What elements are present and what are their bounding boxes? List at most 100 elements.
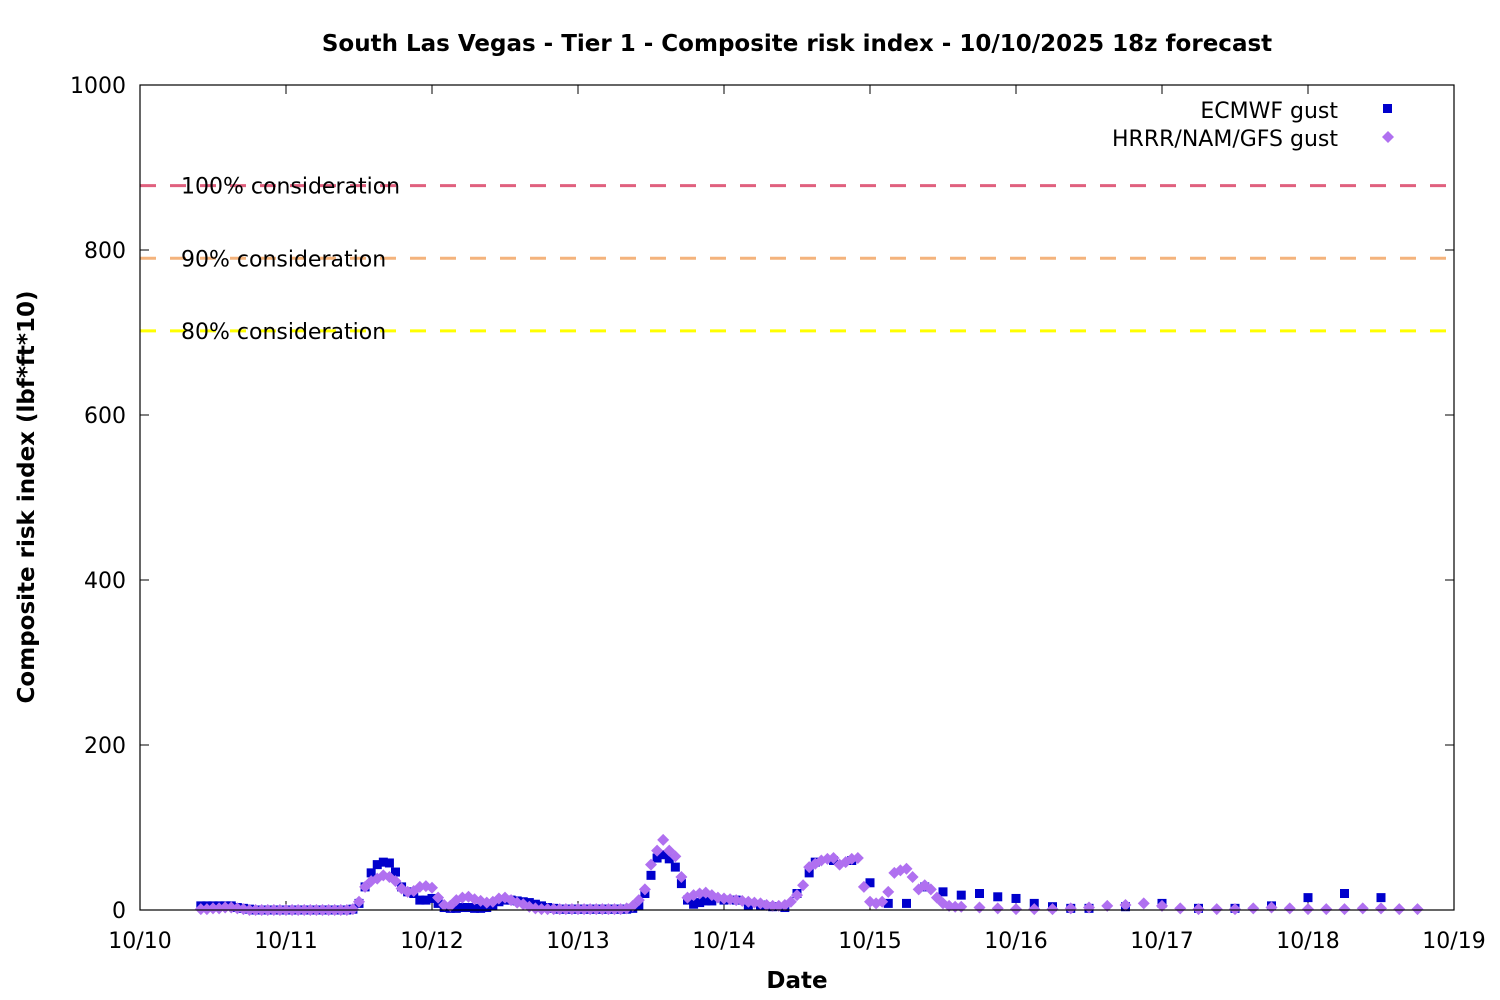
- y-tick-label: 1000: [70, 74, 126, 99]
- hrrr-point: [791, 889, 803, 902]
- ecmwf-point: [646, 870, 656, 880]
- ecmwf-point: [664, 854, 674, 864]
- ecmwf-point: [415, 895, 425, 905]
- hrrr-point: [1192, 903, 1205, 916]
- hrrr-point: [1210, 903, 1223, 916]
- x-axis-title: Date: [766, 968, 827, 994]
- hrrr-point: [207, 902, 219, 915]
- hrrr-point: [657, 833, 670, 846]
- ecmwf-point: [391, 867, 400, 877]
- hrrr-point: [669, 850, 682, 863]
- ecmwf-point: [1011, 893, 1021, 903]
- ecmwf-point: [421, 895, 431, 905]
- hrrr-point: [1338, 903, 1351, 916]
- y-axis-ticks: 0 200 400 600 800 1000: [70, 74, 1454, 924]
- ecmwf-point: [372, 860, 382, 870]
- hrrr-point: [1174, 902, 1187, 915]
- x-tick-label: 10/10: [108, 929, 171, 954]
- hrrr-point: [651, 844, 664, 857]
- hrrr-point: [797, 879, 810, 892]
- threshold-label: 100% consideration: [181, 175, 400, 200]
- hrrr-point: [991, 902, 1004, 915]
- hrrr-point: [608, 903, 621, 916]
- legend: ECMWF gust HRRR/NAM/GFS gust: [1112, 99, 1394, 152]
- hrrr-point: [1156, 899, 1168, 912]
- ecmwf-point: [658, 850, 668, 860]
- hrrr-point: [645, 858, 657, 871]
- plot-frame: [139, 84, 1455, 911]
- ecmwf-point: [938, 887, 948, 897]
- ecmwf-point: [993, 892, 1003, 902]
- threshold-label: 80% consideration: [181, 320, 386, 345]
- hrrr-point: [1229, 903, 1241, 916]
- hrrr-point: [882, 885, 895, 898]
- hrrr-point: [346, 903, 359, 916]
- hrrr-point: [353, 895, 365, 908]
- hrrr-point: [578, 903, 591, 916]
- ecmwf-point: [652, 853, 662, 863]
- chart-title: South Las Vegas - Tier 1 - Composite ris…: [322, 31, 1272, 57]
- ecmwf-point: [470, 903, 480, 913]
- hrrr-point: [1411, 903, 1424, 916]
- hrrr-point: [1302, 903, 1314, 916]
- ecmwf-point: [1303, 893, 1313, 903]
- ecmwf-point: [670, 862, 680, 872]
- x-tick-label: 10/11: [254, 929, 317, 954]
- threshold-lines: 100% consideration 90% consideration 80% c…: [140, 175, 1454, 345]
- ecmwf-point: [427, 893, 437, 903]
- y-tick-label: 200: [84, 734, 126, 759]
- hrrr-point: [675, 871, 688, 883]
- ecmwf-point: [975, 889, 984, 898]
- hrrr-point: [541, 903, 554, 916]
- hrrr-point: [535, 903, 548, 916]
- ecmwf-point: [902, 898, 911, 908]
- legend-label-ecmwf: ECMWF gust: [1200, 99, 1338, 124]
- ecmwf-point: [689, 899, 699, 909]
- hrrr-point: [426, 881, 438, 894]
- hrrr-point: [565, 903, 578, 916]
- ecmwf-point: [476, 903, 486, 913]
- hrrr-point: [924, 883, 937, 896]
- hrrr-point: [784, 895, 797, 908]
- hrrr-point: [1375, 902, 1387, 915]
- hrrr-point: [572, 903, 584, 916]
- ecmwf-point: [1340, 889, 1349, 898]
- x-tick-label: 10/14: [692, 929, 755, 954]
- hrrr-point: [1010, 903, 1022, 916]
- x-tick-label: 10/13: [546, 929, 609, 954]
- hrrr-point: [596, 903, 609, 916]
- hrrr-point: [553, 903, 566, 916]
- y-tick-label: 800: [84, 239, 126, 264]
- hrrr-point: [900, 862, 913, 875]
- hrrr-point: [1283, 902, 1296, 915]
- ecmwf-point: [701, 896, 711, 906]
- legend-label-hrrr: HRRR/NAM/GFS gust: [1112, 127, 1338, 152]
- hrrr-point: [1046, 903, 1059, 916]
- hrrr-point: [602, 903, 615, 916]
- ecmwf-point: [464, 903, 473, 913]
- threshold-label: 90% consideration: [181, 247, 386, 272]
- hrrr-point: [851, 852, 864, 865]
- legend-marker-hrrr: [1382, 131, 1394, 143]
- x-tick-label: 10/15: [838, 929, 901, 954]
- ecmwf-point: [457, 903, 467, 913]
- ecmwf-point: [1376, 893, 1386, 903]
- hrrr-point: [194, 903, 207, 916]
- hrrr-point: [1028, 903, 1041, 916]
- ecmwf-point: [695, 898, 705, 908]
- x-tick-label: 10/19: [1422, 929, 1485, 954]
- hrrr-point: [559, 903, 572, 916]
- x-tick-label: 10/18: [1276, 929, 1339, 954]
- ecmwf-point: [378, 857, 388, 867]
- data-series: [194, 833, 1424, 916]
- hrrr-point: [906, 871, 919, 883]
- ecmwf-point: [676, 879, 686, 889]
- hrrr-point: [590, 903, 603, 916]
- hrrr-point: [1101, 899, 1114, 912]
- x-tick-label: 10/12: [400, 929, 463, 954]
- x-axis-ticks: 10/10 10/11 10/12 10/13 10/14 10/15 10/16 10/17…: [108, 85, 1486, 954]
- y-tick-label: 0: [112, 899, 126, 924]
- hrrr-point: [827, 852, 840, 865]
